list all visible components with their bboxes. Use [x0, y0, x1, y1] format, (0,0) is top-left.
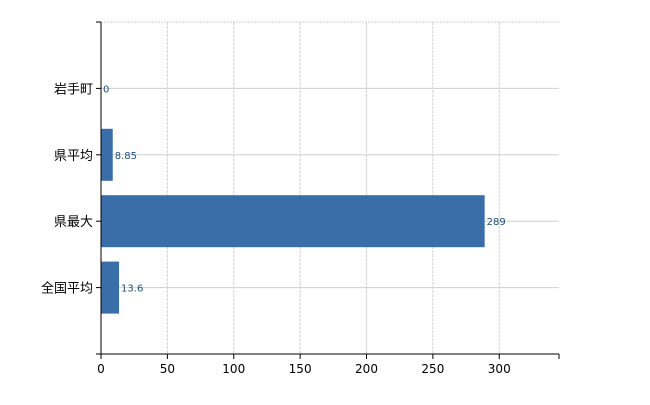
data-label: 13.6: [121, 284, 143, 295]
x-tick-label: 200: [355, 362, 378, 376]
category-label: 岩手町: [54, 82, 93, 97]
bar: [101, 195, 485, 248]
data-label: 8.85: [115, 151, 137, 162]
data-label: 289: [487, 217, 506, 228]
category-label: 全国平均: [41, 281, 93, 297]
x-tick-label: 50: [160, 362, 175, 376]
x-tick-label: 100: [222, 362, 245, 376]
x-tick-label: 250: [421, 362, 444, 376]
x-tick-label: 0: [97, 362, 105, 376]
x-tick-label: 300: [488, 362, 511, 376]
x-tick-label: 150: [289, 362, 312, 376]
bar: [101, 261, 120, 314]
category-label: 県平均: [54, 149, 93, 164]
bar: [101, 128, 113, 181]
category-label: 県最大: [54, 215, 93, 230]
data-label: 0: [103, 84, 109, 95]
